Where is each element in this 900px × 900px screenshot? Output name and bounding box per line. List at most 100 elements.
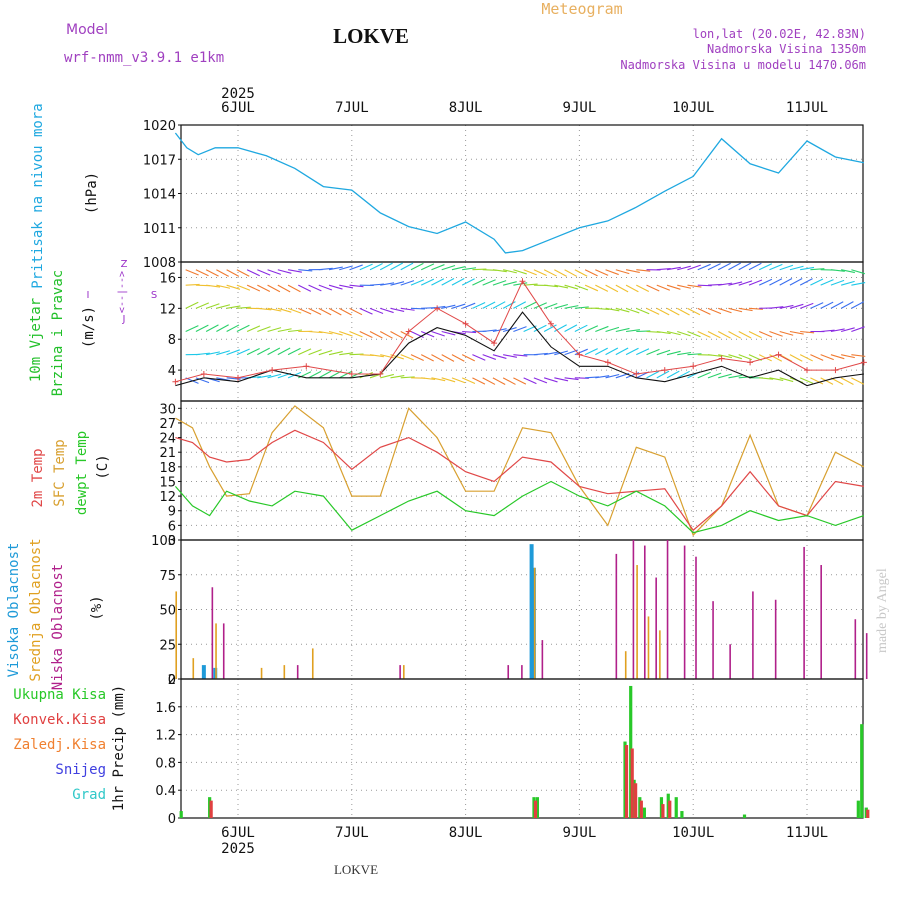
wind-dir-j: J — [122, 314, 126, 325]
wind-arrow — [728, 354, 743, 360]
sfc-ylabel: SFC Temp — [52, 439, 68, 506]
precip-bar — [680, 811, 684, 818]
wind-arrow — [287, 347, 301, 356]
wind-arrow — [738, 262, 752, 271]
wind-arrow — [420, 354, 434, 362]
y-tick-label: 2 — [168, 673, 176, 688]
y-tick-label: 75 — [159, 569, 176, 584]
wind-arrow — [820, 354, 834, 361]
wind-ylabel-1: 10m Vjetar — [28, 298, 44, 382]
cloud-bar — [647, 616, 650, 679]
wind-arrow — [656, 330, 671, 335]
wind-arrow — [840, 327, 855, 333]
y-tick-label: 1017 — [143, 153, 176, 168]
wind-arrow — [840, 301, 854, 309]
wind-arrow — [636, 284, 650, 292]
wind-arrow — [636, 269, 651, 272]
wind-arrow — [554, 269, 567, 277]
y-tick-label: 1011 — [143, 222, 176, 237]
credit-label: made by Angel — [875, 568, 890, 653]
wind-arrow — [605, 284, 619, 293]
wind-arrow — [298, 348, 312, 356]
wind-arrow — [554, 303, 568, 309]
wind-arrow — [441, 377, 456, 383]
y-tick-label: 1008 — [143, 256, 176, 271]
wind-arrow — [605, 347, 619, 356]
wind-arrow — [205, 269, 219, 277]
y-tick-label: 8 — [168, 333, 176, 348]
wind-arrow — [636, 348, 650, 356]
precip-bar — [661, 804, 665, 818]
wind-ylabel-2: Brzina i Pravac — [50, 270, 66, 396]
wind-arrow — [533, 302, 547, 309]
cloud-bar — [774, 599, 777, 679]
wind-arrow — [584, 284, 599, 292]
wind-arrow — [574, 306, 589, 309]
wind-arrow — [810, 268, 825, 271]
wind-arrow — [205, 324, 219, 332]
wind-arrow — [288, 329, 303, 333]
y-tick-label: 16 — [159, 271, 176, 286]
wind-arrow — [461, 302, 476, 309]
precip-ylabel: 1hr Precip (mm) — [111, 685, 127, 811]
wind-arrow — [769, 354, 783, 362]
wind-arrow — [236, 348, 250, 356]
y-tick-label: 18 — [159, 461, 176, 476]
wind-arrow — [769, 263, 783, 271]
y-tick-label: 1.2 — [155, 729, 176, 744]
wind-arrow — [492, 377, 506, 386]
wind-arrow — [379, 262, 393, 271]
wind-arrow — [462, 330, 477, 334]
wind-gust-marker — [377, 370, 384, 377]
wind-arrow — [451, 266, 466, 271]
pressure-unit: (hPa) — [84, 172, 100, 214]
day-label-bottom: 11JUL — [786, 825, 828, 841]
wind-arrow — [482, 329, 497, 333]
wind-arrow — [318, 267, 333, 271]
wind-arrow — [257, 307, 272, 311]
y-tick-label: 1020 — [143, 119, 176, 134]
wind-arrow — [851, 281, 866, 286]
wind-arrow — [267, 327, 282, 333]
wind-arrow — [277, 307, 292, 313]
day-label-top: 10JUL — [672, 100, 714, 116]
wind-arrow — [748, 262, 762, 271]
wind-arrow — [789, 265, 804, 271]
wind-arrow — [451, 303, 466, 309]
wind-arrow — [226, 284, 241, 290]
wind-arrow — [656, 284, 671, 291]
cloud-bar — [636, 565, 638, 679]
wind-arrow — [287, 307, 302, 314]
wind-arrow — [544, 351, 558, 356]
cloud-bar — [192, 658, 195, 679]
year-label-bottom: 2025 — [221, 841, 255, 857]
wind-arrow — [666, 284, 681, 290]
wind-arrow — [431, 264, 445, 271]
precip-legend-item: Grad — [72, 787, 106, 803]
wind-gust-marker — [718, 355, 725, 362]
wind-arrow — [472, 301, 486, 309]
panels: 1008101110141017102048121636912151821242… — [143, 119, 870, 827]
wind-arrow — [369, 283, 385, 286]
wind-gust-marker — [462, 320, 469, 327]
wind-arrow — [646, 307, 660, 315]
wind-arrow — [328, 266, 343, 271]
wind-unit: (m/s) — [81, 306, 97, 348]
wind-arrow — [400, 354, 414, 361]
wind-arrow — [697, 263, 711, 271]
wind-dir-s: S — [151, 290, 157, 301]
wind-arrow — [789, 303, 804, 309]
wind-arrow — [349, 353, 364, 356]
precip-legend-item: Zaledj.Kisa — [13, 737, 106, 753]
wind-arrow — [605, 373, 620, 379]
wind-arrow — [799, 377, 814, 384]
wind-arrow — [554, 377, 569, 382]
wind-arrow — [718, 307, 732, 314]
model-label: Model — [66, 22, 108, 38]
wind-arrow — [267, 307, 282, 312]
wind-arrow — [595, 375, 610, 379]
t2m-ylabel: 2m Temp — [30, 448, 46, 507]
wind-arrow — [748, 331, 762, 339]
cloud-bar — [666, 540, 669, 679]
wind-arrow — [257, 284, 271, 292]
